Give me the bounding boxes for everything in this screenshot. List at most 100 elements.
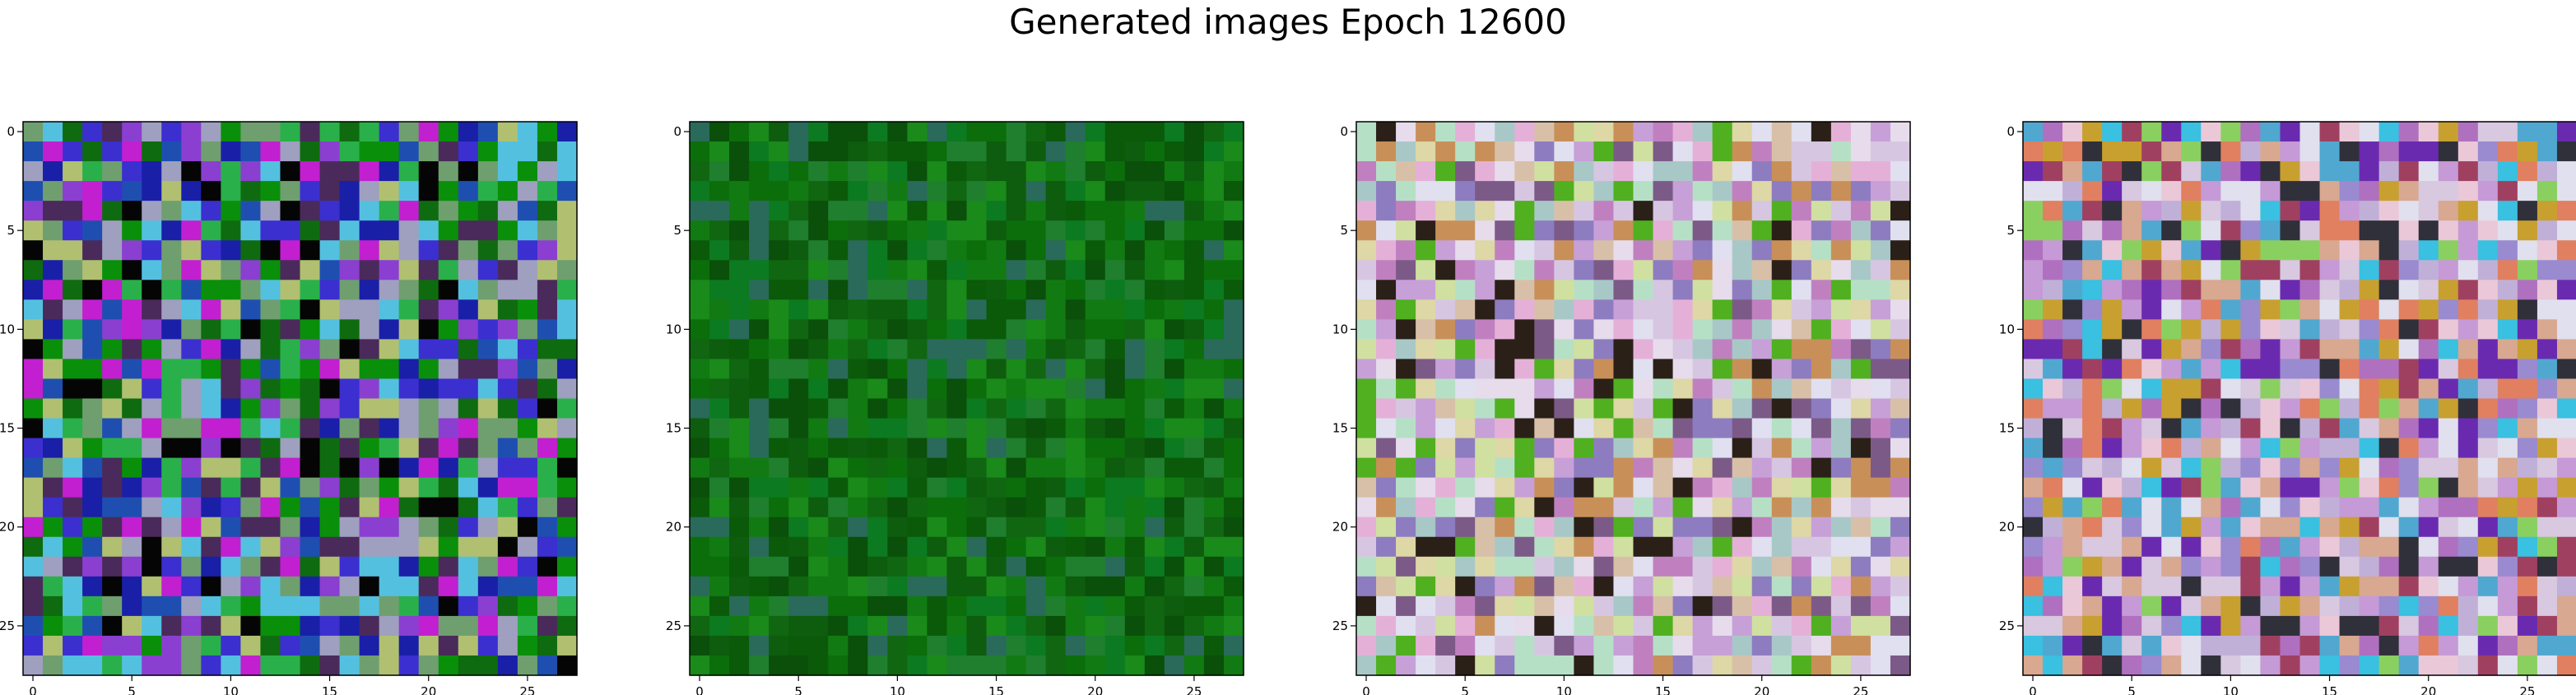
- pixel-cell: [848, 339, 868, 359]
- pixel-cell: [300, 498, 321, 518]
- y-tick-label: 15: [0, 421, 15, 436]
- pixel-cell: [690, 378, 710, 399]
- pixel-cell: [1593, 299, 1614, 320]
- pixel-cell: [1772, 596, 1793, 617]
- pixel-cell: [2082, 378, 2103, 399]
- pixel-cell: [1204, 478, 1225, 498]
- pixel-cell: [2280, 378, 2300, 399]
- pixel-cell: [749, 201, 770, 221]
- pixel-cell: [2537, 537, 2558, 558]
- pixel-cell: [439, 141, 459, 162]
- pixel-cell: [2043, 596, 2063, 617]
- pixel-cell: [828, 517, 849, 538]
- pixel-cell: [122, 220, 142, 241]
- pixel-cell: [907, 458, 928, 479]
- pixel-cell: [2220, 280, 2241, 300]
- pixel-cell: [181, 181, 202, 202]
- pixel-cell: [399, 319, 420, 340]
- pixel-cell: [2280, 419, 2300, 439]
- pixel-cell: [2062, 280, 2083, 300]
- pixel-cell: [2419, 596, 2439, 617]
- pixel-cell: [399, 299, 420, 320]
- pixel-cell: [1593, 458, 1614, 479]
- pixel-cell: [2300, 280, 2321, 300]
- pixel-cell: [43, 260, 63, 280]
- pixel-cell: [1475, 498, 1495, 518]
- pixel-cell: [927, 339, 947, 359]
- pixel-cell: [320, 220, 341, 241]
- pixel-cell: [2062, 260, 2083, 280]
- pixel-cell: [1376, 616, 1397, 637]
- pixel-cell: [439, 498, 459, 518]
- pixel-cell: [690, 141, 710, 162]
- pixel-cell: [2498, 596, 2518, 617]
- pixel-cell: [788, 399, 809, 419]
- pixel-cell: [340, 656, 360, 676]
- pixel-cell: [1435, 339, 1456, 359]
- pixel-cell: [1086, 596, 1106, 617]
- pixel-cell: [2498, 280, 2518, 300]
- pixel-cell: [2478, 577, 2499, 597]
- pixel-cell: [1416, 438, 1436, 459]
- pixel-cell: [1713, 636, 1733, 656]
- y-tick-label: 5: [2006, 223, 2015, 238]
- pixel-cell: [201, 577, 221, 597]
- pixel-cell: [2082, 399, 2103, 419]
- pixel-cell: [1184, 240, 1205, 261]
- pixel-cell: [419, 498, 439, 518]
- pixel-cell: [1792, 596, 1812, 617]
- pixel-cell: [2439, 478, 2459, 498]
- pixel-cell: [1634, 240, 1654, 261]
- pixel-cell: [1713, 161, 1733, 182]
- pixel-cell: [1066, 339, 1086, 359]
- pixel-cell: [260, 656, 281, 676]
- pixel-cell: [2220, 201, 2241, 221]
- pixel-cell: [1851, 438, 1872, 459]
- pixel-cell: [1066, 577, 1086, 597]
- pixel-cell: [2498, 616, 2518, 637]
- pixel-cell: [23, 517, 44, 538]
- pixel-cell: [1356, 201, 1377, 221]
- pixel-cell: [2518, 181, 2538, 202]
- pixel-cell: [1871, 498, 1891, 518]
- pixel-cell: [2201, 557, 2221, 577]
- pixel-cell: [2458, 359, 2479, 379]
- pixel-cell: [1772, 419, 1793, 439]
- pixel-cell: [1613, 280, 1634, 300]
- pixel-cell: [1224, 201, 1244, 221]
- pixel-cell: [1007, 478, 1027, 498]
- pixel-cell: [1792, 517, 1812, 538]
- pixel-cell: [987, 537, 1007, 558]
- pixel-cell: [1165, 537, 1185, 558]
- pixel-cell: [122, 299, 142, 320]
- pixel-cell: [360, 141, 380, 162]
- pixel-cell: [2458, 122, 2479, 142]
- pixel-cell: [2260, 478, 2281, 498]
- pixel-cell: [2399, 240, 2420, 261]
- pixel-cell: [1890, 636, 1911, 656]
- pixel-cell: [1145, 438, 1165, 459]
- pixel-cell: [2320, 438, 2341, 459]
- pixel-cell: [2399, 299, 2420, 320]
- pixel-cell: [537, 339, 558, 359]
- pixel-cell: [2102, 299, 2123, 320]
- pixel-cell: [2478, 419, 2499, 439]
- pixel-cell: [769, 201, 789, 221]
- pixel-cell: [1046, 161, 1067, 182]
- pixel-cell: [2320, 201, 2341, 221]
- pixel-cell: [967, 299, 988, 320]
- pixel-cell: [1653, 359, 1674, 379]
- pixel-cell: [379, 181, 400, 202]
- pixel-cell: [82, 419, 103, 439]
- pixel-cell: [2260, 596, 2281, 617]
- pixel-cell: [2537, 438, 2558, 459]
- pixel-cell: [1376, 399, 1397, 419]
- pixel-cell: [2181, 280, 2202, 300]
- pixel-cell: [300, 122, 321, 142]
- pixel-cell: [690, 577, 710, 597]
- pixel-cell: [1125, 478, 1146, 498]
- pixel-cell: [1376, 478, 1397, 498]
- pixel-cell: [2439, 240, 2459, 261]
- pixel-cell: [557, 280, 578, 300]
- pixel-cell: [260, 181, 281, 202]
